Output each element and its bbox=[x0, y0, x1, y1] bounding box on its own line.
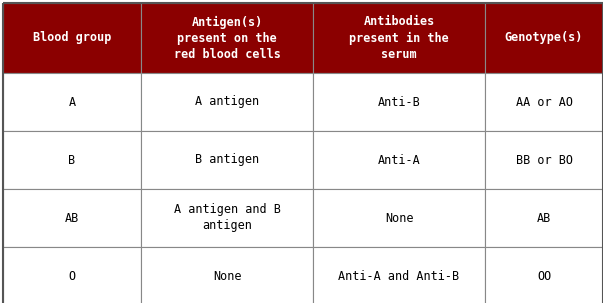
Bar bbox=[485, 131, 603, 189]
Text: O: O bbox=[68, 269, 75, 282]
Text: A antigen: A antigen bbox=[195, 95, 259, 108]
Bar bbox=[313, 131, 485, 189]
Text: AB: AB bbox=[537, 211, 551, 225]
Text: Antibodies
present in the
serum: Antibodies present in the serum bbox=[349, 15, 449, 61]
Text: Anti-A and Anti-B: Anti-A and Anti-B bbox=[338, 269, 459, 282]
Bar bbox=[313, 189, 485, 247]
Bar bbox=[3, 247, 141, 303]
Text: B: B bbox=[68, 154, 75, 167]
Bar bbox=[141, 3, 313, 73]
Bar bbox=[141, 131, 313, 189]
Text: AA or AO: AA or AO bbox=[516, 95, 572, 108]
Text: A: A bbox=[68, 95, 75, 108]
Text: Blood group: Blood group bbox=[33, 32, 111, 45]
Bar bbox=[313, 73, 485, 131]
Text: A antigen and B
antigen: A antigen and B antigen bbox=[174, 204, 280, 232]
Text: BB or BO: BB or BO bbox=[516, 154, 572, 167]
Text: None: None bbox=[213, 269, 241, 282]
Text: AB: AB bbox=[65, 211, 79, 225]
Text: Anti-A: Anti-A bbox=[377, 154, 420, 167]
Bar bbox=[141, 247, 313, 303]
Bar bbox=[485, 189, 603, 247]
Bar bbox=[141, 73, 313, 131]
Bar bbox=[3, 73, 141, 131]
Bar bbox=[313, 3, 485, 73]
Bar bbox=[485, 247, 603, 303]
Bar bbox=[141, 189, 313, 247]
Bar bbox=[3, 3, 141, 73]
Bar bbox=[485, 73, 603, 131]
Text: Genotype(s): Genotype(s) bbox=[505, 32, 583, 45]
Bar bbox=[3, 189, 141, 247]
Bar bbox=[485, 3, 603, 73]
Text: Anti-B: Anti-B bbox=[377, 95, 420, 108]
Text: B antigen: B antigen bbox=[195, 154, 259, 167]
Bar bbox=[313, 247, 485, 303]
Bar bbox=[3, 131, 141, 189]
Text: None: None bbox=[385, 211, 413, 225]
Text: OO: OO bbox=[537, 269, 551, 282]
Text: Antigen(s)
present on the
red blood cells: Antigen(s) present on the red blood cell… bbox=[174, 15, 280, 61]
